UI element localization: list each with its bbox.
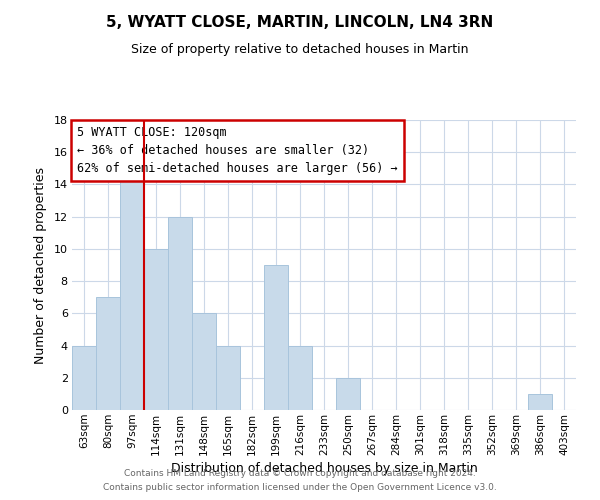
Text: Contains public sector information licensed under the Open Government Licence v3: Contains public sector information licen… [103,484,497,492]
Bar [72,346,96,410]
Bar [264,265,288,410]
Bar [192,314,216,410]
Text: 5 WYATT CLOSE: 120sqm
← 36% of detached houses are smaller (32)
62% of semi-deta: 5 WYATT CLOSE: 120sqm ← 36% of detached … [77,126,398,175]
Bar [96,297,120,410]
Bar [120,168,144,410]
Bar [216,346,240,410]
Bar [336,378,360,410]
Bar [144,249,168,410]
Bar [168,216,192,410]
X-axis label: Distribution of detached houses by size in Martin: Distribution of detached houses by size … [170,462,478,475]
Y-axis label: Number of detached properties: Number of detached properties [34,166,47,364]
Bar [528,394,552,410]
Text: 5, WYATT CLOSE, MARTIN, LINCOLN, LN4 3RN: 5, WYATT CLOSE, MARTIN, LINCOLN, LN4 3RN [106,15,494,30]
Text: Size of property relative to detached houses in Martin: Size of property relative to detached ho… [131,42,469,56]
Bar [288,346,312,410]
Text: Contains HM Land Registry data © Crown copyright and database right 2024.: Contains HM Land Registry data © Crown c… [124,468,476,477]
